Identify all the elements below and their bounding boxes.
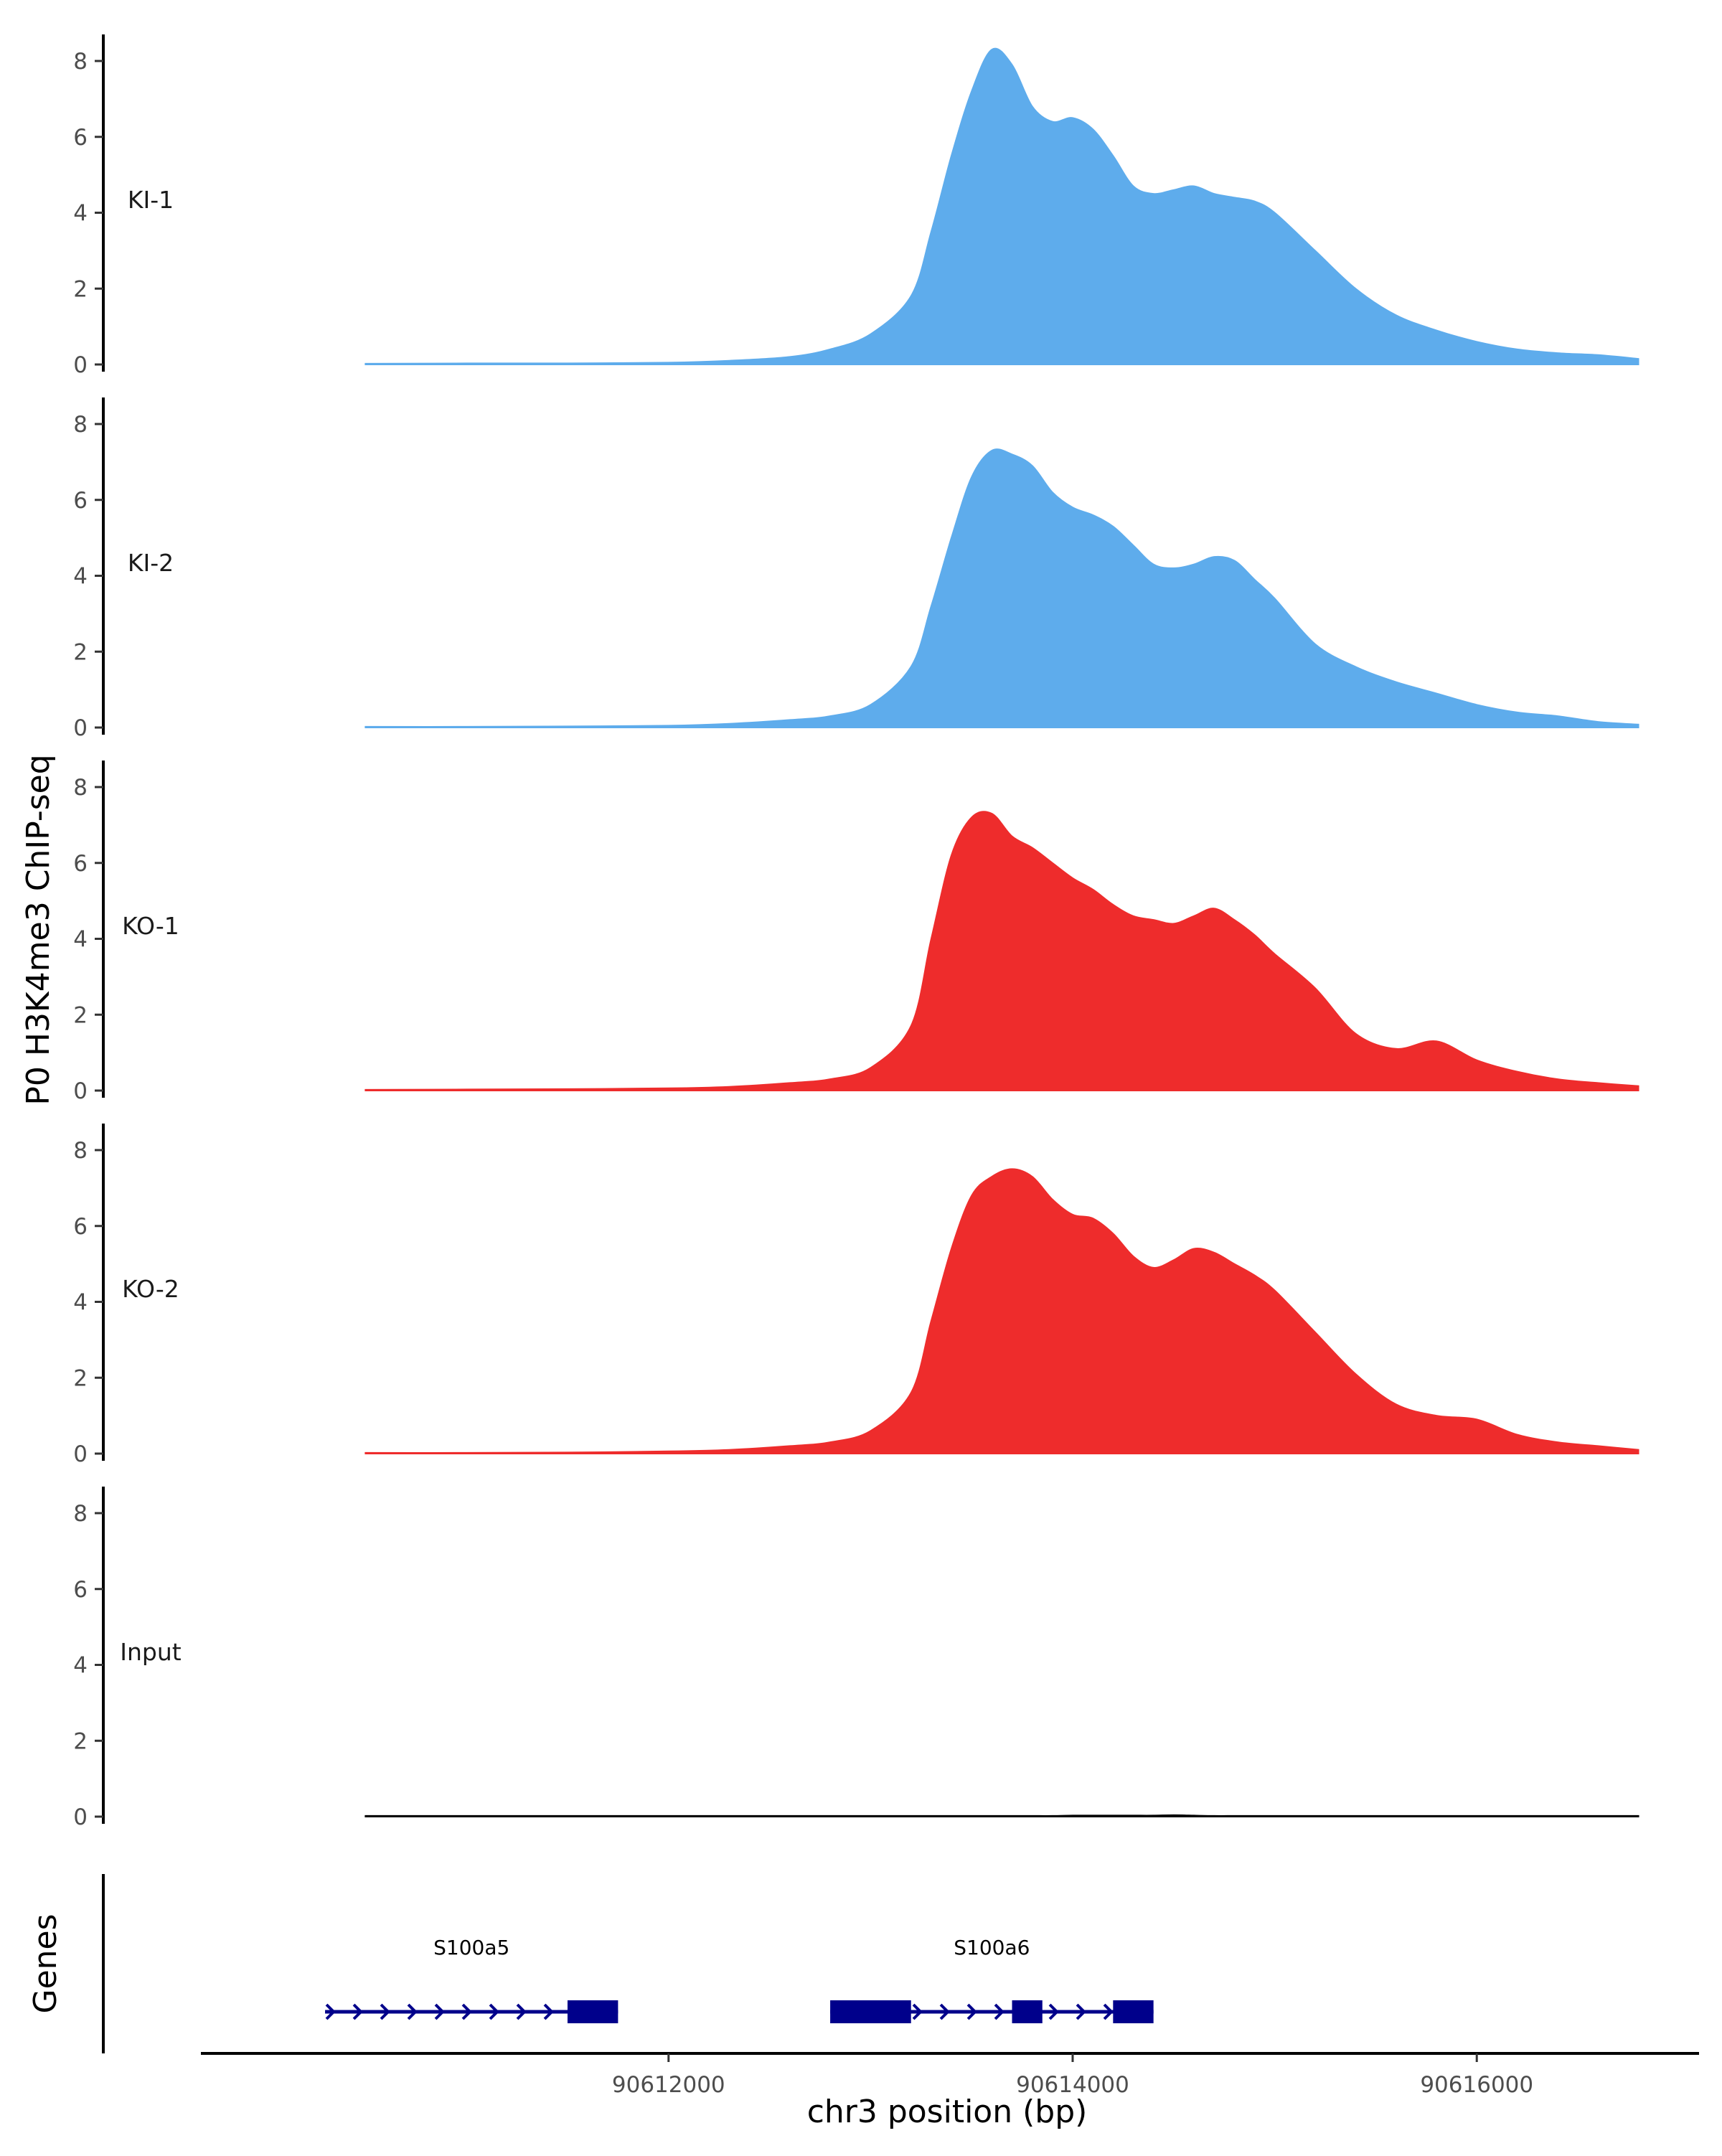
strand-arrow bbox=[1103, 2003, 1114, 2020]
y-tick-label: 0 bbox=[73, 352, 88, 378]
track-input: 0 2 4 6 8 Input bbox=[73, 1487, 1639, 1830]
strand-arrow bbox=[516, 2003, 527, 2020]
y-tick-label: 2 bbox=[73, 276, 88, 302]
y-tick-label: 4 bbox=[73, 564, 88, 590]
coverage-area-ko-1 bbox=[364, 811, 1639, 1091]
track-label: KI-1 bbox=[128, 186, 174, 214]
y-tick-label: 6 bbox=[73, 125, 88, 151]
y-tick-label: 8 bbox=[73, 1501, 88, 1527]
y-tick-label: 6 bbox=[73, 1214, 88, 1240]
genes-track: Genes S100a5 S100a6 bbox=[27, 1874, 1154, 2053]
y-tick-label: 0 bbox=[73, 1804, 88, 1830]
track-label: KO-1 bbox=[122, 912, 179, 940]
gene-exon bbox=[567, 2000, 618, 2023]
y-tick-label: 8 bbox=[73, 1138, 88, 1164]
y-tick-label: 0 bbox=[73, 1441, 88, 1467]
strand-arrow bbox=[380, 2003, 390, 2020]
strand-arrow bbox=[1076, 2003, 1086, 2020]
track-label: KO-2 bbox=[122, 1275, 179, 1303]
y-axis-title: P0 H3K4me3 ChIP-seq bbox=[20, 754, 57, 1105]
y-tick-label: 6 bbox=[73, 1577, 88, 1603]
track-ki-1: 0 2 4 6 8 KI-1 bbox=[73, 34, 1639, 378]
strand-arrow bbox=[489, 2003, 499, 2020]
y-tick-label: 8 bbox=[73, 775, 88, 801]
strand-arrow bbox=[939, 2003, 950, 2020]
y-tick-label: 0 bbox=[73, 715, 88, 741]
track-ko-1: 0 2 4 6 8 KO-1 bbox=[73, 761, 1639, 1104]
y-tick-label: 8 bbox=[73, 49, 88, 75]
gene-label: S100a5 bbox=[433, 1936, 509, 1959]
coverage-area-ko-2 bbox=[364, 1168, 1639, 1454]
gene-s100a6: S100a6 bbox=[830, 1936, 1154, 2023]
coverage-tracks: 0 2 4 6 8 KI-1 0 2 4 6 8 KI-2 0 2 4 6 8 KO-1 0 2 4 6 8 KO-2 0 2 4 6… bbox=[73, 34, 1639, 1830]
gene-s100a5: S100a5 bbox=[325, 1936, 618, 2023]
strand-arrow bbox=[352, 2003, 363, 2020]
y-tick-label: 2 bbox=[73, 639, 88, 665]
strand-arrow bbox=[543, 2003, 554, 2020]
track-label: KI-2 bbox=[128, 549, 174, 577]
track-ki-2: 0 2 4 6 8 KI-2 bbox=[73, 397, 1639, 741]
track-label: Input bbox=[120, 1638, 182, 1666]
strand-arrow bbox=[325, 2003, 336, 2020]
y-tick-label: 2 bbox=[73, 1728, 88, 1754]
y-tick-label: 4 bbox=[73, 927, 88, 953]
coverage-area-input bbox=[364, 1814, 1639, 1817]
track-ko-2: 0 2 4 6 8 KO-2 bbox=[73, 1124, 1639, 1467]
coverage-area-ki-1 bbox=[364, 47, 1639, 365]
x-axis: 90612000 90614000 90616000 bbox=[201, 2052, 1699, 2098]
coverage-area-ki-2 bbox=[364, 448, 1639, 728]
y-tick-label: 4 bbox=[73, 1653, 88, 1679]
strand-arrow bbox=[1048, 2003, 1059, 2020]
strand-arrow bbox=[912, 2003, 923, 2020]
gene-exon bbox=[830, 2000, 911, 2023]
y-tick-label: 2 bbox=[73, 1365, 88, 1391]
gene-exon bbox=[1012, 2000, 1043, 2023]
gene-exon bbox=[1113, 2000, 1154, 2023]
y-tick-label: 6 bbox=[73, 488, 88, 514]
strand-arrow bbox=[994, 2003, 1004, 2020]
y-tick-label: 8 bbox=[73, 412, 88, 438]
y-tick-label: 4 bbox=[73, 201, 88, 227]
strand-arrow bbox=[407, 2003, 418, 2020]
x-tick-label: 90612000 bbox=[612, 2072, 725, 2098]
strand-arrow bbox=[434, 2003, 445, 2020]
strand-arrow bbox=[966, 2003, 977, 2020]
gene-label: S100a6 bbox=[954, 1936, 1030, 1959]
y-tick-label: 6 bbox=[73, 851, 88, 877]
strand-arrow bbox=[461, 2003, 472, 2020]
genes-track-title: Genes bbox=[27, 1913, 64, 2013]
y-tick-label: 4 bbox=[73, 1290, 88, 1316]
y-tick-label: 2 bbox=[73, 1002, 88, 1028]
x-axis-title: chr3 position (bp) bbox=[807, 2094, 1088, 2130]
y-tick-label: 0 bbox=[73, 1078, 88, 1104]
x-tick-label: 90616000 bbox=[1420, 2072, 1533, 2098]
x-tick-label: 90614000 bbox=[1016, 2072, 1129, 2098]
